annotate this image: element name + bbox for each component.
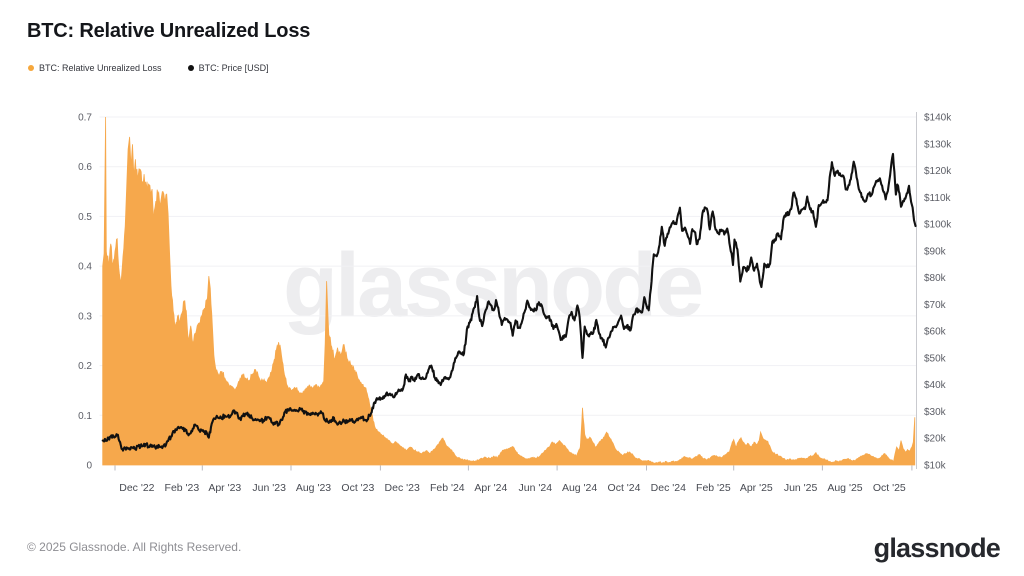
plot-area[interactable] xyxy=(101,111,916,471)
left-axis-tick-label: 0 xyxy=(86,461,92,472)
left-axis-tick-label: 0.3 xyxy=(78,311,92,322)
legend-item-price-usd[interactable]: BTC: Price [USD] xyxy=(187,63,269,73)
chart-legend: BTC: Relative Unrealized Loss BTC: Price… xyxy=(28,63,269,73)
x-axis-label: Feb '25 xyxy=(696,482,731,494)
x-axis-label: Feb '24 xyxy=(430,482,465,494)
orange-series-dot-icon xyxy=(28,65,34,71)
x-axis-label: Aug '23 xyxy=(296,482,331,494)
x-axis-label: Aug '25 xyxy=(827,482,862,494)
right-axis-tick-label: $100k xyxy=(924,220,952,231)
right-axis-tick-label: $140k xyxy=(924,113,952,124)
x-axis-label: Dec '23 xyxy=(385,482,420,494)
x-axis-label: Jun '24 xyxy=(519,482,553,494)
x-axis-label: Dec '24 xyxy=(651,482,686,494)
x-axis-label: Apr '23 xyxy=(208,482,241,494)
x-axis-label: Feb '23 xyxy=(165,482,200,494)
black-series-dot-icon xyxy=(187,65,194,71)
right-axis-tick-label: $40k xyxy=(924,380,947,391)
left-axis-tick-label: 0.2 xyxy=(78,361,92,372)
left-axis-tick-label: 0.4 xyxy=(78,262,92,273)
x-axis-label: Oct '23 xyxy=(341,482,374,494)
right-axis-tick-label: $90k xyxy=(924,246,947,257)
left-axis-tick-label: 0.7 xyxy=(78,113,92,124)
price-line-series xyxy=(101,152,917,452)
right-axis-tick-label: $120k xyxy=(924,166,952,177)
legend-item-relative-unrealized-loss[interactable]: BTC: Relative Unrealized Loss xyxy=(28,63,162,73)
x-axis-label: Dec '22 xyxy=(119,482,154,494)
right-axis-tick-label: $110k xyxy=(924,193,952,204)
right-axis-tick-label: $130k xyxy=(924,139,952,150)
copyright-text: © 2025 Glassnode. All Rights Reserved. xyxy=(27,540,242,554)
right-axis-tick-label: $70k xyxy=(924,300,947,311)
right-axis-tick-label: $20k xyxy=(924,434,947,445)
right-axis-tick-label: $50k xyxy=(924,353,947,364)
left-axis-tick-label: 0.5 xyxy=(78,212,92,223)
right-axis-tick-label: $80k xyxy=(924,273,947,284)
right-axis-tick-label: $30k xyxy=(924,407,947,418)
legend-label: BTC: Price [USD] xyxy=(198,63,269,73)
x-axis-label: Apr '24 xyxy=(474,482,507,494)
glassnode-logo: glassnode xyxy=(873,533,1001,563)
right-axis-tick-label: $10k xyxy=(924,461,947,472)
x-axis-label: Aug '24 xyxy=(562,482,597,494)
x-axis-label: Apr '25 xyxy=(740,482,773,494)
x-axis-label: Jun '23 xyxy=(252,482,286,494)
legend-label: BTC: Relative Unrealized Loss xyxy=(39,63,162,73)
right-axis-tick-label: $60k xyxy=(924,327,947,338)
x-axis-label: Jun '25 xyxy=(784,482,818,494)
page-title: BTC: Relative Unrealized Loss xyxy=(27,20,311,42)
x-axis-label: Oct '25 xyxy=(873,482,906,494)
x-axis-label: Oct '24 xyxy=(608,482,641,494)
left-axis-tick-label: 0.6 xyxy=(78,162,92,173)
left-axis-tick-label: 0.1 xyxy=(78,411,92,422)
